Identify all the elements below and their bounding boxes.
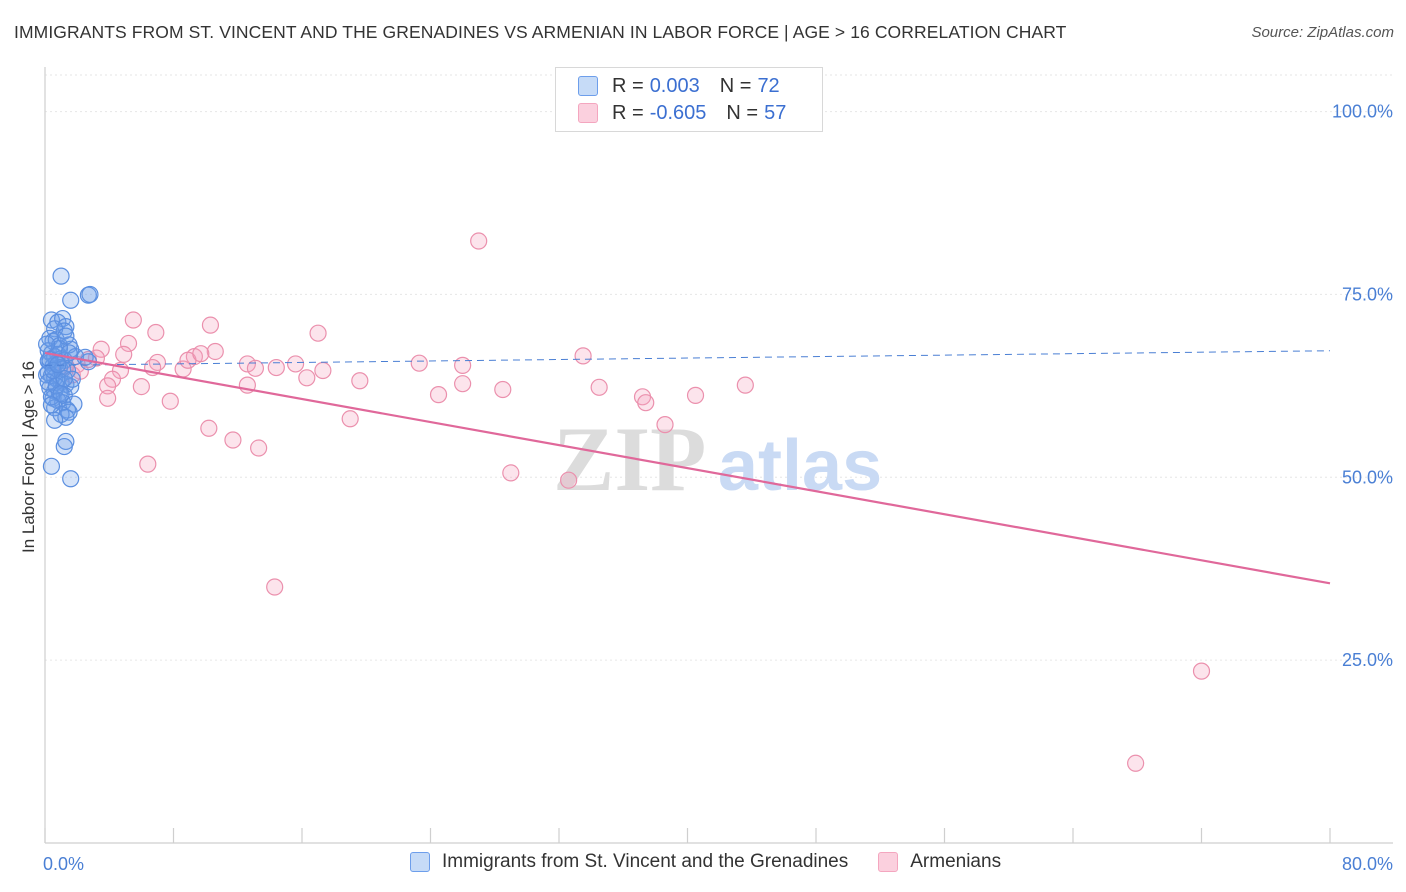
series-swatch-blue <box>410 852 430 872</box>
armenian-point <box>115 345 133 364</box>
armenian-point <box>132 377 150 396</box>
armenian-point <box>351 372 369 390</box>
armenian-point <box>206 342 224 361</box>
armenian-point <box>574 347 592 365</box>
st-vincent-point <box>57 327 75 345</box>
st-vincent-point <box>46 411 64 429</box>
armenian-point <box>99 377 117 395</box>
st-vincent-point <box>42 457 61 475</box>
armenian-point <box>590 378 608 396</box>
armenian-trend-line <box>44 351 1331 585</box>
st-vincent-trend-line <box>44 350 1331 366</box>
legend-row-pink: R = -0.605 N = 57 <box>578 101 786 125</box>
legend-r-value-pink: -0.605 <box>649 101 707 124</box>
armenian-point <box>266 578 284 596</box>
watermark-zip: ZIP <box>553 408 706 510</box>
series-name-pink: Armenians <box>910 851 1002 872</box>
y-tick-label: 50.0% <box>1342 467 1393 487</box>
st-vincent-point <box>62 470 80 488</box>
legend-n-value-blue: 72 <box>757 74 780 97</box>
armenian-point <box>119 334 138 353</box>
armenian-point <box>656 416 674 434</box>
series-legend-item-blue: Immigrants from St. Vincent and the Gren… <box>410 851 848 873</box>
armenian-point <box>139 455 157 473</box>
legend-row-blue: R = 0.003 N = 72 <box>578 74 780 98</box>
armenian-point <box>250 439 268 457</box>
armenian-point <box>224 431 242 449</box>
armenian-point <box>454 356 472 374</box>
armenian-point <box>92 340 110 358</box>
legend-n-label: N = <box>726 101 759 124</box>
y-tick-label: 75.0% <box>1342 284 1393 304</box>
series-legend: Immigrants from St. Vincent and the Gren… <box>410 851 1031 873</box>
correlation-legend: R = 0.003 N = 72 R = -0.605 N = 57 <box>555 67 823 132</box>
x-tick-label: 80.0% <box>1342 854 1393 874</box>
armenian-point <box>470 232 488 250</box>
legend-n-value-pink: 57 <box>764 101 787 124</box>
armenian-point <box>1127 754 1145 772</box>
armenian-point <box>200 419 218 437</box>
st-vincent-point <box>81 285 99 304</box>
watermark-atlas: atlas <box>718 426 882 506</box>
armenian-point <box>148 353 167 372</box>
legend-swatch-pink <box>578 103 598 123</box>
legend-n-label: N = <box>719 74 752 97</box>
armenian-point <box>410 354 428 372</box>
watermark: ZIP atlas <box>553 408 882 510</box>
axes <box>44 67 1393 844</box>
armenian-point <box>192 345 210 363</box>
armenian-point <box>267 358 285 377</box>
legend-r-value-blue: 0.003 <box>649 74 700 97</box>
st-vincent-point <box>42 396 61 414</box>
armenian-point <box>147 323 165 342</box>
st-vincent-point <box>49 356 67 374</box>
armenian-point <box>298 369 316 387</box>
armenian-point <box>502 464 520 482</box>
st-vincent-point <box>65 395 83 413</box>
y-tick-label: 100.0% <box>1332 102 1393 122</box>
st-vincent-point <box>52 267 70 285</box>
armenian-point <box>637 394 655 412</box>
source-label: Source: ZipAtlas.com <box>1251 24 1394 41</box>
y-tick-label: 25.0% <box>1342 650 1393 670</box>
armenian-point <box>429 386 448 404</box>
armenian-point <box>238 355 256 373</box>
armenian-point <box>686 386 705 404</box>
st-vincent-point <box>55 437 73 456</box>
st-vincent-point <box>62 291 80 309</box>
legend-r-label: R = <box>612 101 644 124</box>
armenian-point <box>736 376 754 394</box>
x-tick-label: 0.0% <box>43 854 84 874</box>
trend-lines <box>44 350 1331 585</box>
y-axis-label: In Labor Force | Age > 16 <box>19 361 38 553</box>
armenian-point <box>494 380 512 399</box>
armenian-point <box>1192 662 1211 680</box>
series-name-blue: Immigrants from St. Vincent and the Gren… <box>442 851 849 872</box>
armenian-point <box>341 410 359 428</box>
armenian-point <box>161 392 179 410</box>
chart-title: IMMIGRANTS FROM ST. VINCENT AND THE GREN… <box>14 22 1067 42</box>
armenian-point <box>286 355 305 373</box>
armenian-point <box>201 316 220 334</box>
armenian-point <box>99 389 117 407</box>
armenian-point <box>314 361 332 380</box>
armenian-point <box>124 311 142 329</box>
legend-swatch-blue <box>578 76 598 96</box>
armenian-point <box>309 324 327 342</box>
st-vincent-point <box>57 408 75 426</box>
tick-labels: 100.0% 75.0% 50.0% 25.0% 0.0% 80.0% <box>43 102 1393 874</box>
armenian-point <box>560 471 578 489</box>
armenian-point <box>246 359 265 377</box>
st-vincent-points <box>38 267 99 488</box>
st-vincent-point <box>38 335 56 353</box>
series-legend-item-pink: Armenians <box>878 851 1001 873</box>
legend-r-label: R = <box>612 74 644 97</box>
armenian-point <box>454 375 472 393</box>
series-swatch-pink <box>878 852 899 872</box>
